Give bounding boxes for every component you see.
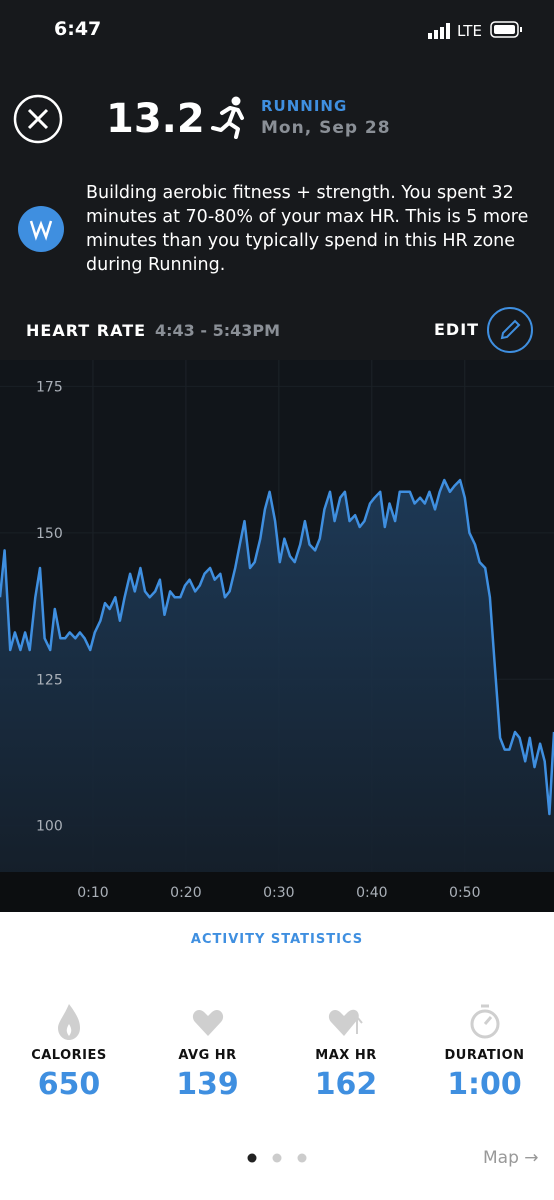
y-tick-label: 125 <box>36 672 63 688</box>
y-tick-label: 100 <box>36 819 63 835</box>
stat-value: 162 <box>314 1067 378 1102</box>
y-tick-label: 175 <box>36 379 63 395</box>
x-tick-label: 0:40 <box>356 885 387 901</box>
stat-value: 139 <box>176 1067 239 1102</box>
stat-value: 1:00 <box>447 1067 522 1102</box>
page-dots <box>247 1153 307 1163</box>
x-tick-label: 0:50 <box>449 885 480 901</box>
edit-button[interactable] <box>486 306 534 354</box>
stat-icon <box>470 1004 499 1039</box>
stat-value: 650 <box>37 1067 101 1102</box>
x-tick-label: 0:30 <box>263 885 294 901</box>
stat: CALORIES 650 <box>0 1000 138 1102</box>
stat: MAX HR 162 <box>277 1000 415 1102</box>
activity-type: RUNNING <box>261 97 348 115</box>
stat-icon <box>58 1004 80 1040</box>
insight-icon <box>18 206 64 252</box>
stat-label: DURATION <box>444 1048 525 1063</box>
x-tick-label: 0:10 <box>77 885 108 901</box>
y-tick-label: 150 <box>36 526 63 542</box>
chart-subtitle: 4:43 - 5:43PM <box>155 321 281 340</box>
line <box>0 478 554 816</box>
stat-label: AVG HR <box>178 1048 237 1063</box>
stat: AVG HR 139 <box>139 1000 277 1102</box>
stat-icon <box>328 1009 363 1036</box>
stat-label: MAX HR <box>315 1048 377 1063</box>
stat: DURATION 1:00 <box>416 1000 554 1102</box>
status-time: 6:47 <box>54 18 102 40</box>
running-icon <box>211 96 244 139</box>
insight-text: Building aerobic fitness + strength. You… <box>86 183 529 275</box>
signal-icon <box>428 23 450 39</box>
heart-rate-chart: 0:10 0:20 0:30 0:40 0:50 100 125 150 175 <box>0 360 554 912</box>
map-label[interactable]: Map <box>483 1148 519 1168</box>
x-tick-label: 0:20 <box>170 885 201 901</box>
stat-icon <box>192 1010 223 1036</box>
statistics-title: ACTIVITY STATISTICS <box>190 932 364 947</box>
stat-label: CALORIES <box>31 1048 107 1063</box>
close-button[interactable] <box>12 93 64 145</box>
x-axis-band <box>0 872 554 912</box>
statistics-panel <box>0 912 554 1200</box>
battery-icon <box>490 21 522 38</box>
chart-title: HEART RATE <box>26 321 147 340</box>
edit-label[interactable]: EDIT <box>434 320 480 339</box>
map-link[interactable]: Map → <box>483 1148 539 1168</box>
activity-date: Mon, Sep 28 <box>261 118 391 138</box>
network: LTE <box>457 22 482 40</box>
strain-score: 13.2 <box>106 96 205 142</box>
